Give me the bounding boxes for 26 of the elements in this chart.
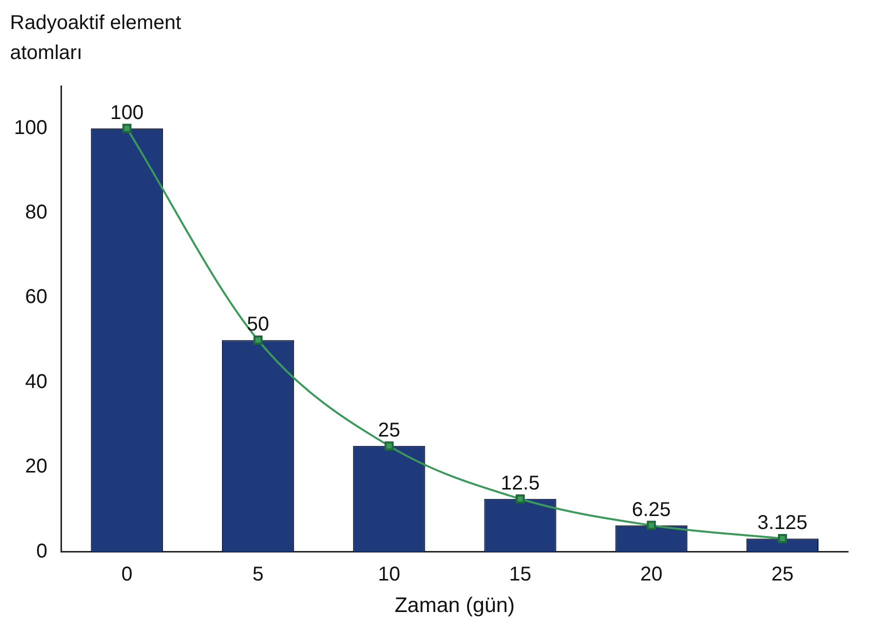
point [516,494,525,504]
x-tick-label: 20 [640,563,662,586]
x-tick-label: 25 [771,563,794,586]
data-label: 6.25 [632,498,671,521]
y-axis-title: Radyoaktif element atomları [10,11,182,66]
data-label: 50 [246,314,270,336]
x-tick-label: 15 [509,563,532,586]
data-label: 25 [378,419,400,442]
y-tick-label: 100 [14,116,48,139]
y-tick-label: 40 [25,370,48,393]
data-label: 3.125 [757,512,808,534]
data-label: 12.5 [500,472,540,494]
x-tick-label: 0 [121,563,132,586]
data-label: 100 [110,102,144,124]
x-tick-label: 10 [378,563,400,586]
point [778,534,787,544]
y-tick-label: 20 [25,456,48,478]
point [384,441,394,450]
y-tick-label: 60 [25,286,48,308]
x-axis-title: Zaman (gün) [394,594,515,618]
x-tick-label: 5 [252,563,264,586]
y-tick-label: 80 [25,202,48,224]
point [122,124,132,133]
y-tick-label: 0 [36,540,48,562]
point [646,520,656,530]
point [253,336,263,345]
